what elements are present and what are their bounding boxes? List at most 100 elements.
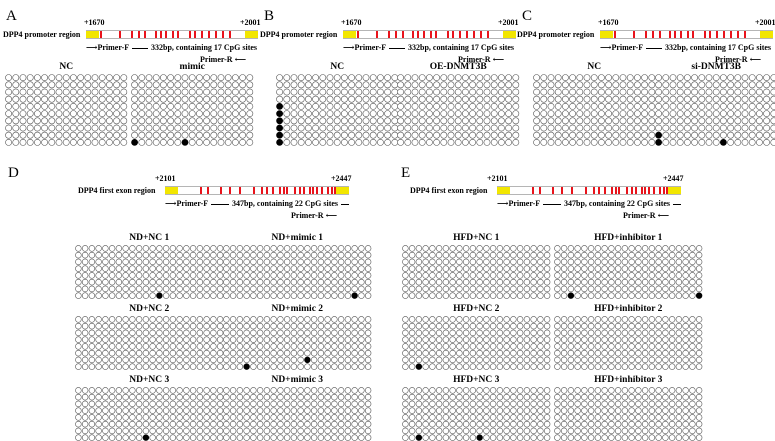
unmethylated-cpg <box>510 387 517 394</box>
unmethylated-cpg <box>628 245 635 252</box>
unmethylated-cpg <box>210 414 217 421</box>
unmethylated-cpg <box>648 434 656 441</box>
unmethylated-cpg <box>312 110 319 117</box>
unmethylated-cpg <box>621 329 629 337</box>
unmethylated-cpg <box>483 400 490 408</box>
unmethylated-cpg <box>462 363 470 370</box>
unmethylated-cpg <box>569 81 576 89</box>
unmethylated-cpg <box>574 272 581 279</box>
unmethylated-cpg <box>98 139 106 146</box>
unmethylated-cpg <box>337 258 345 266</box>
unmethylated-cpg <box>304 414 311 421</box>
cpg-site-mark <box>645 31 647 38</box>
unmethylated-cpg <box>250 272 257 279</box>
unmethylated-cpg <box>554 363 561 370</box>
unmethylated-cpg <box>26 110 34 117</box>
unmethylated-cpg <box>540 139 548 146</box>
unmethylated-cpg <box>496 434 504 441</box>
unmethylated-cpg <box>319 139 327 146</box>
unmethylated-cpg <box>250 316 257 323</box>
unmethylated-cpg <box>324 251 331 259</box>
unmethylated-cpg <box>263 336 271 343</box>
unmethylated-cpg <box>483 407 490 414</box>
unmethylated-cpg <box>169 434 177 441</box>
unmethylated-cpg <box>75 414 82 421</box>
unmethylated-cpg <box>283 292 291 299</box>
unmethylated-cpg <box>176 292 183 299</box>
unmethylated-cpg <box>662 251 669 259</box>
unmethylated-cpg <box>216 292 224 299</box>
unmethylated-cpg <box>310 414 318 421</box>
unmethylated-cpg <box>210 316 217 323</box>
unmethylated-cpg <box>236 329 244 337</box>
unmethylated-cpg <box>675 278 683 286</box>
unmethylated-cpg <box>770 131 775 139</box>
unmethylated-cpg <box>648 278 656 286</box>
unmethylated-cpg <box>476 387 483 394</box>
unmethylated-cpg <box>108 427 116 435</box>
methylation-grid <box>75 316 224 370</box>
unmethylated-cpg <box>176 356 183 364</box>
unmethylated-cpg <box>196 343 204 350</box>
unmethylated-cpg <box>115 363 123 370</box>
unmethylated-cpg <box>223 356 230 364</box>
cpg-site-mark <box>598 187 600 194</box>
unmethylated-cpg <box>246 74 254 81</box>
unmethylated-cpg <box>483 343 490 350</box>
unmethylated-cpg <box>84 88 92 96</box>
unmethylated-cpg <box>305 74 312 81</box>
unmethylated-cpg <box>668 427 676 435</box>
unmethylated-cpg <box>34 117 41 125</box>
unmethylated-cpg <box>516 420 524 428</box>
unmethylated-cpg <box>562 103 569 110</box>
unmethylated-cpg <box>102 363 109 370</box>
unmethylated-cpg <box>608 292 615 299</box>
unmethylated-cpg <box>131 110 138 117</box>
unmethylated-cpg <box>277 356 284 364</box>
unmethylated-cpg <box>162 363 170 370</box>
unmethylated-cpg <box>533 139 540 146</box>
unmethylated-cpg <box>523 292 531 299</box>
unmethylated-cpg <box>263 434 271 441</box>
unmethylated-cpg <box>435 245 443 252</box>
unmethylated-cpg <box>547 131 555 139</box>
unmethylated-cpg <box>317 336 325 343</box>
unmethylated-cpg <box>70 88 77 96</box>
unmethylated-cpg <box>512 103 520 110</box>
unmethylated-cpg <box>476 407 483 414</box>
unmethylated-cpg <box>516 316 524 323</box>
unmethylated-cpg <box>543 414 551 421</box>
unmethylated-cpg <box>145 74 153 81</box>
unmethylated-cpg <box>250 407 257 414</box>
unmethylated-cpg <box>95 414 102 421</box>
unmethylated-cpg <box>344 363 352 370</box>
unmethylated-cpg <box>169 251 177 259</box>
unmethylated-cpg <box>19 117 27 125</box>
unmethylated-cpg <box>581 258 588 266</box>
unmethylated-cpg <box>614 336 622 343</box>
unmethylated-cpg <box>364 393 372 401</box>
unmethylated-cpg <box>183 292 190 299</box>
unmethylated-cpg <box>75 272 82 279</box>
unmethylated-cpg <box>655 322 662 330</box>
unmethylated-cpg <box>734 139 742 146</box>
unmethylated-cpg <box>358 356 365 364</box>
unmethylated-cpg <box>447 103 455 110</box>
unmethylated-cpg <box>669 81 677 89</box>
unmethylated-cpg <box>364 278 372 286</box>
unmethylated-cpg <box>669 88 677 96</box>
unmethylated-cpg <box>369 139 377 146</box>
unmethylated-cpg <box>503 387 510 394</box>
unmethylated-cpg <box>351 387 358 394</box>
right-arrow-icon: ⟶ <box>86 43 98 52</box>
unmethylated-cpg <box>662 407 669 414</box>
unmethylated-cpg <box>223 278 230 286</box>
unmethylated-cpg <box>91 95 99 103</box>
unmethylated-cpg <box>628 407 635 414</box>
unmethylated-cpg <box>277 329 284 337</box>
unmethylated-cpg <box>442 292 450 299</box>
unmethylated-cpg <box>675 427 683 435</box>
unmethylated-cpg <box>505 74 512 81</box>
cpg-site-mark <box>473 31 475 38</box>
unmethylated-cpg <box>449 420 456 428</box>
